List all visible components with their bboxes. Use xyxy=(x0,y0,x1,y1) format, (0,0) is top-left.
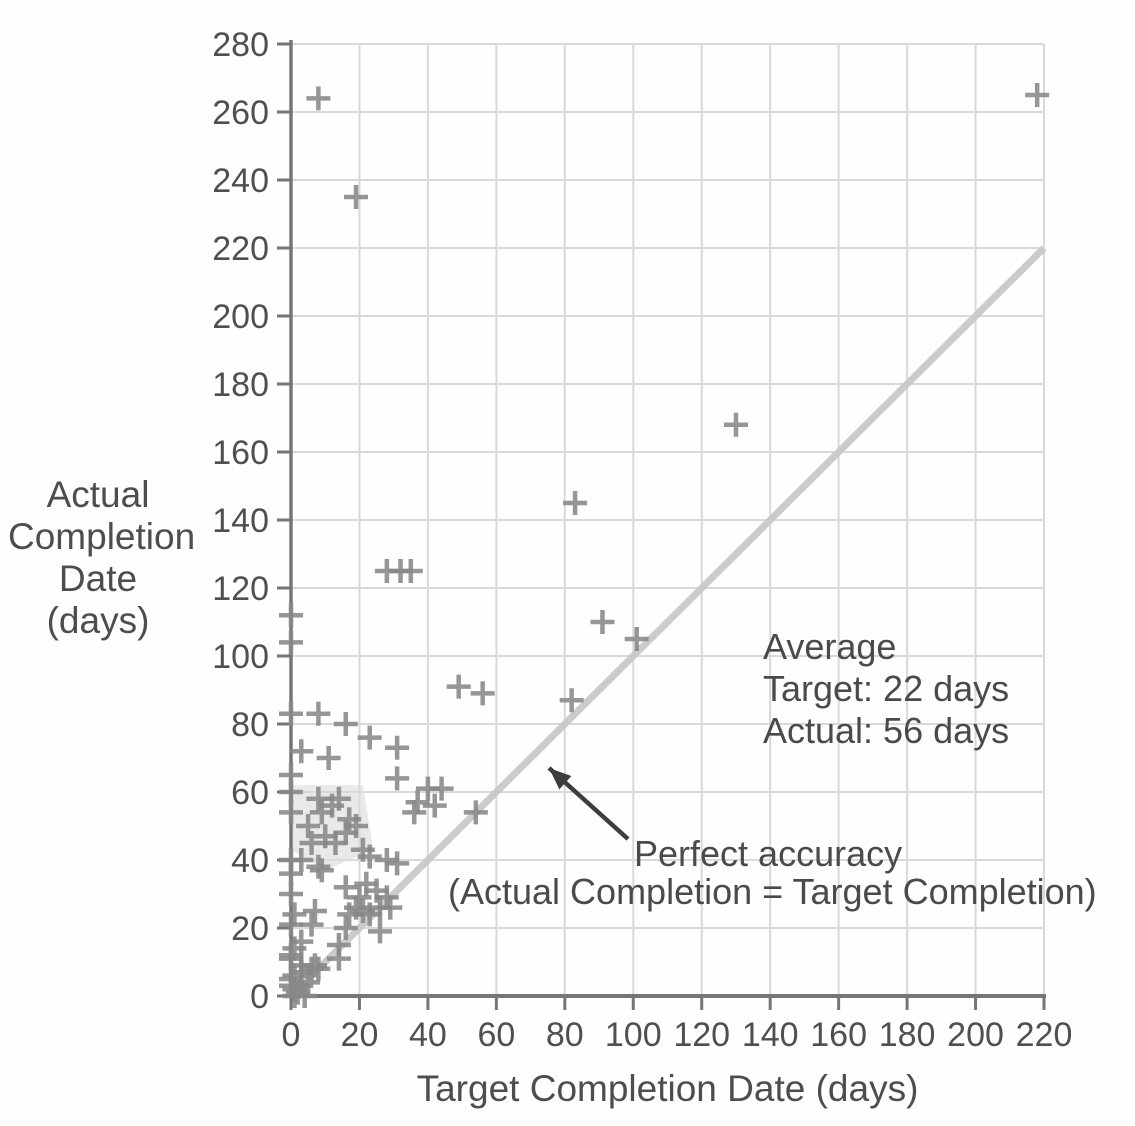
data-point xyxy=(279,630,303,655)
data-point xyxy=(306,786,331,811)
data-point xyxy=(422,793,447,818)
data-point xyxy=(299,831,324,855)
y-tick-label: 140 xyxy=(212,502,269,540)
data-point xyxy=(463,800,488,825)
data-point xyxy=(446,674,471,699)
y-tick-label: 20 xyxy=(231,910,269,948)
y-axis-title-line: Actual xyxy=(46,474,150,515)
data-point xyxy=(378,895,403,920)
data-point xyxy=(309,858,334,883)
y-tick-label: 120 xyxy=(212,570,269,608)
data-point xyxy=(299,912,324,937)
data-point xyxy=(402,800,427,825)
data-point xyxy=(563,491,588,515)
data-point xyxy=(367,919,392,944)
x-tick-label: 180 xyxy=(879,1016,936,1054)
data-point xyxy=(306,854,331,879)
x-tick-label: 20 xyxy=(341,1016,379,1054)
data-point xyxy=(344,185,369,209)
data-point xyxy=(385,851,410,876)
data-point xyxy=(333,916,358,940)
data-point xyxy=(306,701,331,726)
data-point xyxy=(385,766,410,791)
y-tick-label: 0 xyxy=(250,978,269,1016)
perfect-accuracy-line xyxy=(288,245,1047,999)
y-tick-label: 240 xyxy=(212,162,269,200)
y-axis-title-line: Date (days) xyxy=(46,558,150,641)
data-point xyxy=(357,725,382,750)
reference-line-label: Perfect accuracy xyxy=(634,833,903,874)
data-point xyxy=(279,780,303,804)
reference-line-sublabel: (Actual Completion = Target Completion) xyxy=(448,871,1097,912)
average-annotation-line: Average xyxy=(763,626,897,667)
data-point xyxy=(279,701,303,726)
data-point xyxy=(374,848,399,872)
data-point xyxy=(333,875,358,900)
data-point xyxy=(357,844,382,869)
data-point xyxy=(279,861,303,886)
x-tick-label: 140 xyxy=(742,1016,799,1054)
data-point xyxy=(279,912,303,937)
y-tick-label: 80 xyxy=(231,706,269,744)
y-tick-label: 160 xyxy=(212,434,269,472)
x-tick-label: 0 xyxy=(282,1016,301,1054)
x-tick-label: 100 xyxy=(605,1016,662,1054)
data-point xyxy=(306,956,331,981)
data-point xyxy=(279,882,303,906)
data-point xyxy=(1025,83,1050,107)
y-tick-label: 280 xyxy=(212,26,269,64)
x-tick-label: 60 xyxy=(477,1016,515,1054)
data-point xyxy=(309,800,334,825)
average-annotation-line: Actual: 56 days xyxy=(763,710,1010,751)
y-axis-title: Actual Completion Date (days) xyxy=(8,474,196,642)
y-tick-label: 200 xyxy=(212,298,269,336)
data-point xyxy=(398,559,423,583)
y-tick-label: 180 xyxy=(212,366,269,404)
data-point xyxy=(333,712,358,736)
data-point xyxy=(279,800,303,825)
data-point xyxy=(323,831,348,855)
data-point xyxy=(559,688,584,713)
data-point xyxy=(385,735,410,760)
average-annotation: Average Target: 22 days Actual: 56 days xyxy=(763,626,1009,752)
data-point xyxy=(624,627,649,651)
data-point xyxy=(302,899,327,923)
annotation-arrow-head xyxy=(549,768,572,790)
x-tick-label: 80 xyxy=(546,1016,584,1054)
data-point xyxy=(289,739,314,764)
data-point xyxy=(289,848,314,872)
average-annotation-line: Target: 22 days xyxy=(763,668,1010,709)
data-point xyxy=(357,902,382,927)
y-tick-label: 40 xyxy=(231,842,269,880)
x-tick-label: 220 xyxy=(1016,1016,1073,1054)
y-tick-label: 100 xyxy=(212,638,269,676)
data-point xyxy=(292,984,317,1008)
data-point xyxy=(470,681,495,706)
y-tick-label: 260 xyxy=(212,94,269,132)
x-tick-label: 120 xyxy=(673,1016,730,1054)
y-tick-label: 60 xyxy=(231,774,269,812)
y-axis-title-line: Completion xyxy=(8,516,196,557)
data-point xyxy=(337,902,362,927)
data-point xyxy=(279,603,303,628)
data-point xyxy=(316,746,341,770)
x-tick-label: 200 xyxy=(947,1016,1004,1054)
data-point xyxy=(326,946,351,971)
data-point xyxy=(429,776,454,801)
data-point xyxy=(306,86,331,111)
x-axis-title: Target Completion Date (days) xyxy=(416,1068,919,1109)
data-point xyxy=(590,610,615,634)
x-tick-label: 40 xyxy=(409,1016,447,1054)
x-tick-label: 160 xyxy=(810,1016,867,1054)
y-tick-label: 220 xyxy=(212,230,269,268)
data-point xyxy=(723,412,748,437)
data-point xyxy=(296,814,321,838)
